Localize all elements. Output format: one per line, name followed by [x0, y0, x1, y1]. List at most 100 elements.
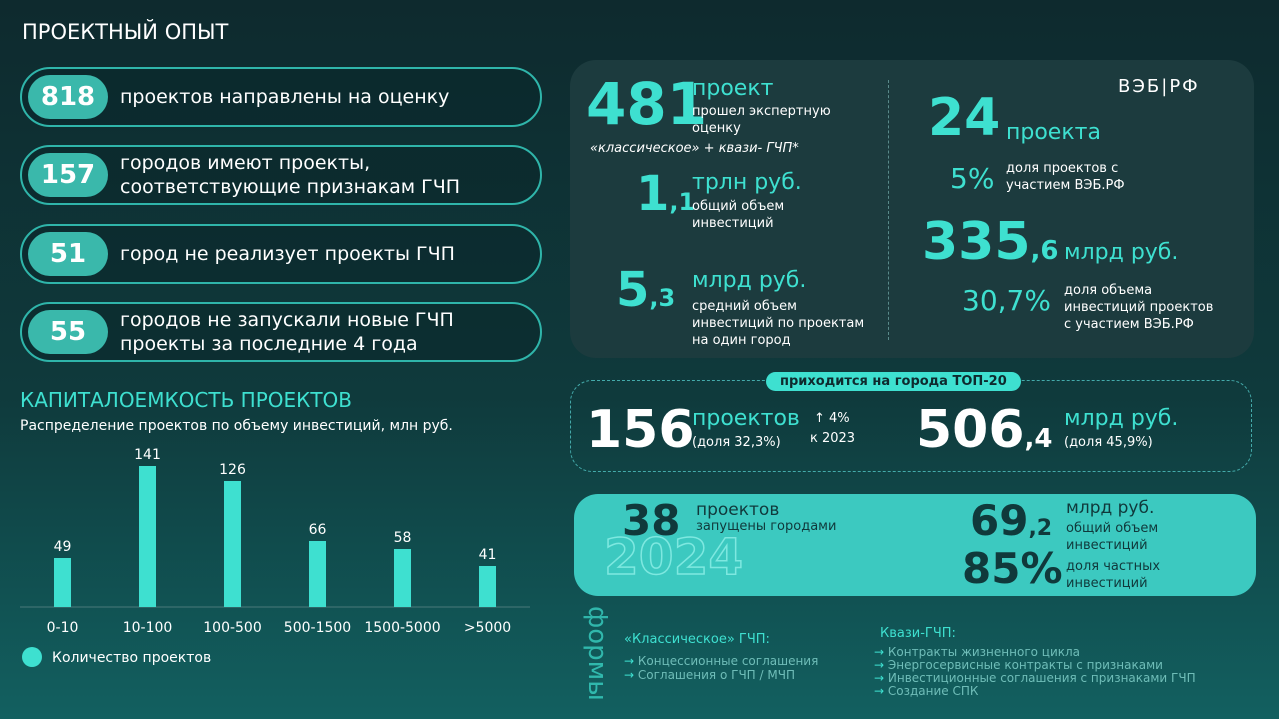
text: доля проектов с участием ВЭБ.РФ — [1006, 161, 1125, 193]
int: 506 — [916, 400, 1025, 460]
list-item: → Энергосервисные контракты с признаками — [874, 659, 1214, 672]
title: ПРОЕКТНЫЙ ОПЫТ — [22, 20, 229, 44]
pill-text: городов имеют проекты, соответствующие п… — [120, 152, 461, 198]
int: 69 — [970, 496, 1029, 545]
big-number: 85% — [962, 544, 1063, 593]
arrow: → — [874, 684, 888, 698]
unit: проектов — [692, 406, 800, 431]
big-number: 156 — [586, 400, 695, 460]
item-text: Энергосервисные контракты с признаками — [887, 658, 1163, 672]
text: общий объем инвестиций — [1066, 521, 1159, 553]
list-item: → Инвестиционные соглашения с признаками… — [874, 672, 1214, 685]
frac: ,4 — [1024, 424, 1053, 454]
pill: 818 проектов направлены на оценку — [20, 67, 542, 127]
label: приходится на города ТОП-20 — [766, 372, 1021, 391]
text: (доля 32,3%) — [692, 435, 781, 450]
big-number: 5,3 — [616, 262, 675, 318]
x-tick-label: 0-10 — [47, 620, 79, 636]
bar — [479, 566, 496, 607]
pill-text: городов не запускали новые ГЧП проекты з… — [120, 309, 454, 355]
text: доля частных инвестиций — [1066, 559, 1161, 591]
list-item: → Соглашения о ГЧП / МЧП — [624, 668, 824, 682]
badge: 51 — [28, 232, 108, 276]
list-item: → Концессионные соглашения — [624, 654, 824, 668]
list-item: → Контракты жизненного цикла — [874, 646, 1214, 659]
bar — [309, 541, 326, 607]
growth: ↑ 4% — [814, 411, 850, 426]
bar — [394, 549, 411, 607]
badge: 157 — [28, 153, 108, 197]
badge: 818 — [28, 75, 108, 119]
forms-title: Квази-ГЧП: — [880, 626, 956, 641]
panel — [574, 494, 1256, 596]
chart-title: КАПИТАЛОЕМКОСТЬ ПРОЕКТОВ — [20, 388, 353, 412]
divider — [888, 80, 889, 340]
text: доля объема инвестиций проектов с участи… — [1064, 283, 1214, 332]
bar — [54, 558, 71, 607]
int: 335 — [922, 212, 1031, 272]
arrow: → — [624, 654, 638, 668]
pill-text: город не реализует проекты ГЧП — [120, 243, 455, 265]
pill-text: проектов направлены на оценку — [120, 86, 450, 108]
chart: 49 0-10 141 10-100 126 100-500 66 500-1500 58 150… — [20, 447, 530, 667]
panel — [570, 60, 1254, 358]
unit: млрд руб. — [692, 268, 807, 293]
frac: ,1 — [669, 188, 696, 216]
forms-title: «Классическое» ГЧП: — [624, 632, 770, 647]
value-label: 49 — [54, 539, 72, 555]
frac: ,3 — [649, 284, 676, 312]
bar — [224, 481, 241, 607]
big-number: 38 — [622, 496, 681, 545]
list: → Концессионные соглашения → Соглашения о… — [624, 654, 824, 682]
frac: ,2 — [1028, 516, 1053, 541]
text: запущены городами — [696, 519, 837, 534]
unit: проекта — [1006, 120, 1101, 145]
item-text: Концессионные соглашения — [637, 654, 819, 668]
note: «классическое» + квази- ГЧП* — [590, 141, 799, 156]
logo: ВЭБ|РФ — [1118, 76, 1200, 97]
big-number: 24 — [928, 88, 1001, 148]
share: 30,7% — [962, 284, 1051, 317]
x-tick-label: 1500-5000 — [364, 620, 440, 636]
item-text: Создание СПК — [887, 684, 979, 698]
x-tick-label: 10-100 — [123, 620, 173, 636]
list: → Контракты жизненного цикла → Энергосерв… — [874, 646, 1214, 698]
bar — [139, 466, 156, 607]
text: (доля 45,9%) — [1064, 435, 1153, 450]
list-item: → Создание СПК — [874, 685, 1214, 698]
unit: трлн руб. — [692, 170, 802, 195]
unit: млрд руб. — [1064, 240, 1179, 265]
legend-swatch — [22, 647, 42, 667]
unit: проект — [692, 76, 774, 101]
unit: млрд руб. — [1066, 498, 1155, 518]
x-tick-label: >5000 — [464, 620, 511, 636]
big-number: 506,4 — [916, 400, 1053, 460]
item-text: Инвестиционные соглашения с признаками Г… — [887, 671, 1196, 685]
text: средний объем инвестиций по проектам на … — [692, 299, 865, 348]
int: 5 — [616, 262, 650, 318]
pill: 51 город не реализует проекты ГЧП — [20, 224, 542, 284]
value-label: 41 — [479, 547, 497, 563]
unit: проектов — [696, 500, 780, 520]
value-label: 126 — [219, 462, 246, 478]
text: общий объем инвестиций — [692, 199, 785, 231]
value-label: 58 — [394, 530, 412, 546]
badge: 55 — [28, 310, 108, 354]
pill: 157 городов имеют проекты, соответствующи… — [20, 145, 542, 205]
pill: 55 городов не запускали новые ГЧП проекты… — [20, 302, 542, 362]
year: 2024 — [603, 527, 744, 587]
arrow: → — [874, 645, 888, 659]
x-tick-label: 500-1500 — [284, 620, 351, 636]
unit: млрд руб. — [1064, 406, 1179, 431]
value-label: 66 — [309, 522, 327, 538]
x-tick-label: 100-500 — [203, 620, 262, 636]
frac: ,6 — [1030, 236, 1059, 266]
forms-label: формы — [582, 606, 612, 701]
legend-label: Количество проектов — [52, 650, 211, 666]
text: прошел экспертную оценку — [692, 104, 831, 136]
arrow: → — [874, 671, 888, 685]
item-text: Контракты жизненного цикла — [887, 645, 1081, 659]
chart-subtitle: Распределение проектов по объему инвести… — [20, 418, 453, 434]
big-number: 481 — [586, 70, 708, 138]
value-label: 141 — [134, 447, 161, 463]
